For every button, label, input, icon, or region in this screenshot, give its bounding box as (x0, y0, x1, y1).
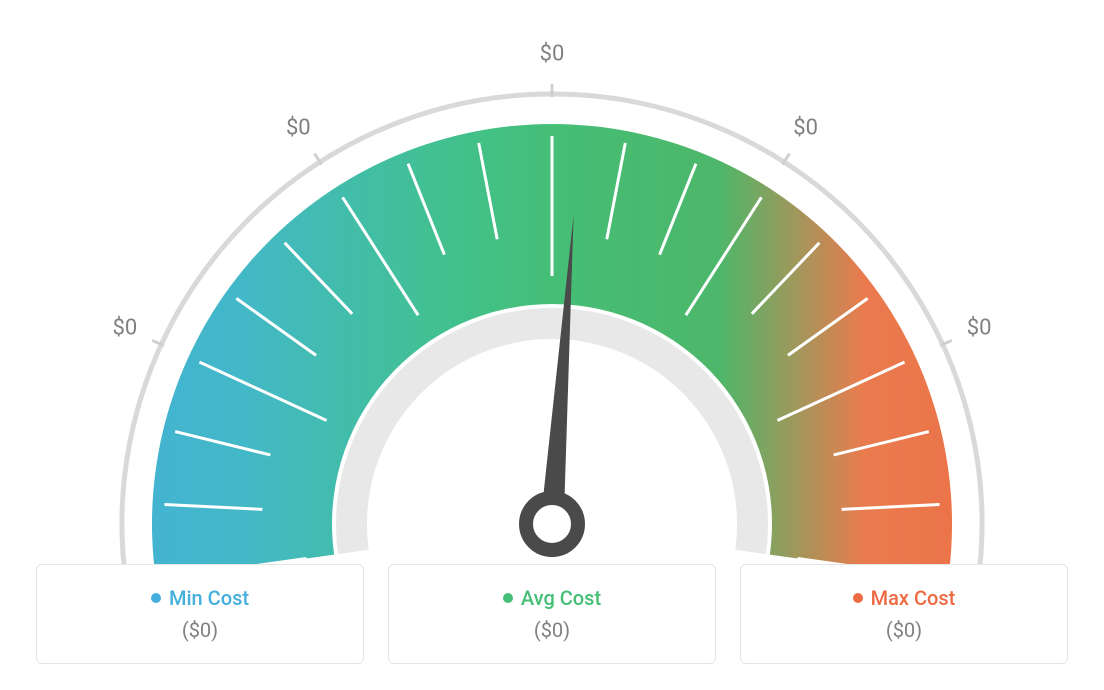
legend-dot-min (151, 593, 161, 603)
gauge-tick-label: $0 (540, 42, 565, 67)
legend-label-max: Max Cost (871, 586, 956, 610)
gauge-tick-label: $0 (113, 315, 138, 340)
gauge-tick-label: $0 (793, 116, 818, 141)
legend-row: Min Cost ($0) Avg Cost ($0) Max Cost ($0… (36, 564, 1068, 664)
legend-card-min: Min Cost ($0) (36, 564, 364, 664)
gauge-area: $0$0$0$0$0$0$0 (32, 24, 1072, 584)
legend-card-avg: Avg Cost ($0) (388, 564, 716, 664)
legend-label-min: Min Cost (169, 586, 249, 610)
gauge-svg (32, 24, 1072, 584)
legend-label-avg: Avg Cost (521, 586, 601, 610)
legend-card-max: Max Cost ($0) (740, 564, 1068, 664)
legend-dot-avg (503, 593, 513, 603)
gauge-tick-label: $0 (286, 116, 311, 141)
legend-value-max: ($0) (886, 618, 922, 642)
legend-dot-max (853, 593, 863, 603)
legend-value-min: ($0) (182, 618, 218, 642)
cost-gauge-chart: $0$0$0$0$0$0$0 Min Cost ($0) Avg Cost ($… (0, 0, 1104, 690)
legend-title-min: Min Cost (151, 586, 249, 610)
gauge-tick-label: $0 (967, 315, 992, 340)
legend-title-max: Max Cost (853, 586, 956, 610)
legend-value-avg: ($0) (534, 618, 570, 642)
legend-title-avg: Avg Cost (503, 586, 601, 610)
